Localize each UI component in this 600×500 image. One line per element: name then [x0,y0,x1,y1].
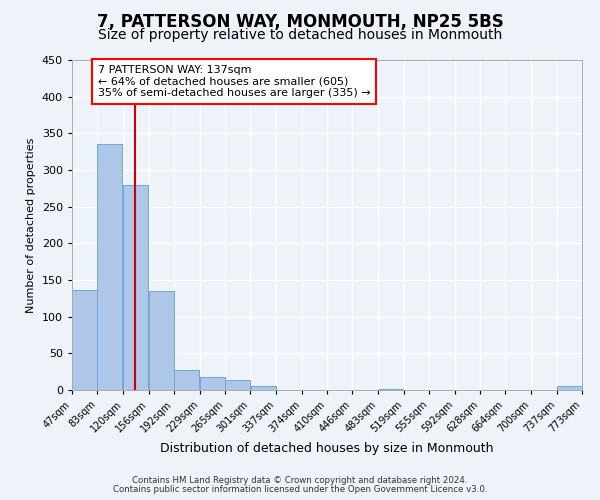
Y-axis label: Number of detached properties: Number of detached properties [26,138,36,312]
Bar [149,291,173,390]
Bar [226,380,250,390]
Text: Contains HM Land Registry data © Crown copyright and database right 2024.: Contains HM Land Registry data © Crown c… [132,476,468,485]
Bar [379,388,403,390]
Text: 7 PATTERSON WAY: 137sqm
← 64% of detached houses are smaller (605)
35% of semi-d: 7 PATTERSON WAY: 137sqm ← 64% of detache… [97,65,370,98]
Bar [97,144,122,390]
Bar [557,386,582,390]
Bar [72,290,97,390]
Bar [174,370,199,390]
Bar [251,386,275,390]
Text: Contains public sector information licensed under the Open Government Licence v3: Contains public sector information licen… [113,484,487,494]
X-axis label: Distribution of detached houses by size in Monmouth: Distribution of detached houses by size … [160,442,494,456]
Text: 7, PATTERSON WAY, MONMOUTH, NP25 5BS: 7, PATTERSON WAY, MONMOUTH, NP25 5BS [97,12,503,30]
Bar [200,377,225,390]
Text: Size of property relative to detached houses in Monmouth: Size of property relative to detached ho… [98,28,502,42]
Bar [124,184,148,390]
